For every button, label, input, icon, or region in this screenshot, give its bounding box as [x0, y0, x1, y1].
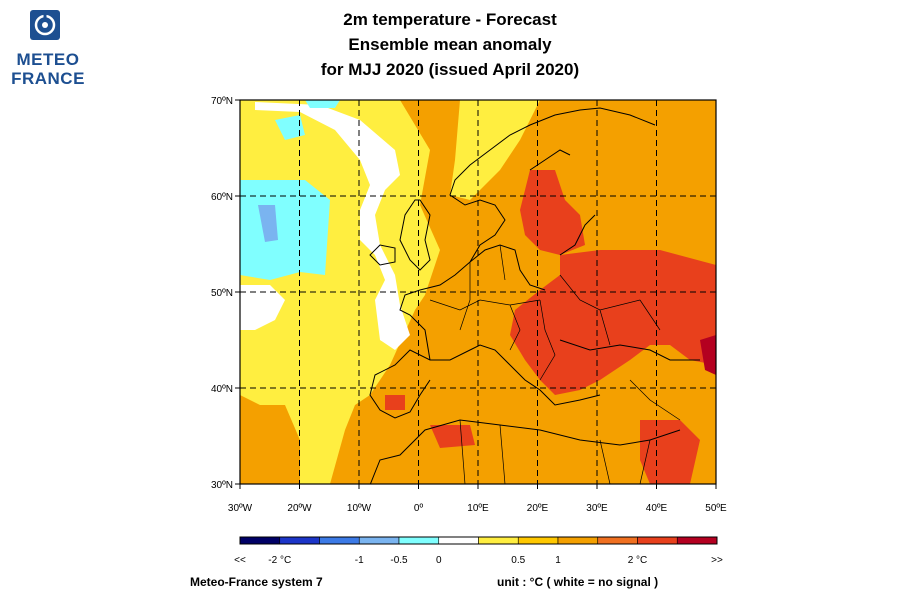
colorbar-swatch	[279, 536, 320, 545]
cyan-cold-north	[275, 115, 305, 140]
lat-labels: 70ºN 60ºN 50ºN 40ºN 30ºN	[211, 96, 240, 491]
lon-labels: 30ºW 20ºW 10ºW 0º 10ºE 20ºE 30ºE 40ºE 50ºE	[228, 484, 727, 514]
colorbar-swatch	[517, 536, 559, 545]
colorbar-swatch	[597, 536, 638, 545]
colorbar-label: 0	[436, 555, 442, 566]
lon-label: 20ºW	[287, 503, 312, 514]
logo-emblem-icon	[30, 10, 60, 40]
cyan-cold-top	[305, 100, 340, 108]
country-borders	[429, 244, 681, 484]
logo-text-meteo: METEO	[16, 50, 80, 69]
lon-label: 50ºE	[705, 503, 727, 514]
colorbar-label: -2 °C	[268, 555, 291, 566]
lon-label: 40ºE	[646, 503, 668, 514]
white-no-signal-region	[255, 102, 410, 350]
colorbar-label: <<	[234, 555, 246, 566]
colorbar-label: -1	[355, 555, 364, 566]
white-no-signal-west	[240, 285, 285, 330]
meteo-france-logo: METEO FRANCE	[8, 10, 88, 90]
colorbar-swatch	[438, 536, 479, 545]
colorbar-swatch	[239, 536, 281, 545]
title-line-1: 2m temperature - Forecast	[343, 10, 557, 29]
title-line-2: Ensemble mean anomaly	[348, 35, 552, 54]
lat-label: 30ºN	[211, 480, 233, 491]
colorbar-swatch	[637, 536, 678, 545]
lon-label: 30ºW	[228, 503, 253, 514]
colorbar-label: >>	[711, 555, 723, 566]
lat-label: 50ºN	[211, 288, 233, 299]
colorbar-label: 1	[555, 555, 561, 566]
model-system-label: Meteo-France system 7	[190, 575, 323, 589]
colorbar-label: -0.5	[390, 555, 408, 566]
colorbar-label: 2 °C	[628, 555, 648, 566]
lat-label: 40ºN	[211, 384, 233, 395]
colorbar-swatch	[319, 536, 360, 545]
blue-cold-spot	[258, 205, 278, 242]
lat-label: 70ºN	[211, 96, 233, 107]
red-scandinavia	[520, 170, 585, 255]
colorbar-labels: << -2 °C -1 -0.5 0 0.5 1 2 °C >>	[234, 555, 723, 566]
lat-label: 60ºN	[211, 192, 233, 203]
colorbar-swatch	[557, 536, 599, 545]
darkred-hotspot	[700, 335, 716, 375]
logo-text-france: FRANCE	[11, 69, 85, 88]
lon-label: 20ºE	[527, 503, 549, 514]
colorbar-swatch	[676, 536, 718, 545]
unit-label: unit : °C ( white = no signal )	[497, 575, 659, 589]
colorbar-label: 0.5	[511, 555, 525, 566]
grid-lines	[240, 100, 716, 484]
lon-label: 30ºE	[586, 503, 608, 514]
colorbar-swatch	[398, 536, 440, 545]
red-north-africa	[430, 425, 475, 448]
title-line-3: for MJJ 2020 (issued April 2020)	[320, 60, 580, 79]
red-middle-east	[640, 420, 700, 484]
red-spain-spot	[385, 395, 405, 410]
colorbar	[239, 536, 718, 545]
map-area	[240, 100, 716, 484]
cyan-cold-region	[240, 180, 330, 280]
lon-label: 0º	[414, 503, 424, 514]
colorbar-frame	[239, 536, 718, 545]
colorbar-swatch	[478, 536, 519, 545]
colorbar-swatch	[358, 536, 400, 545]
red-eastern-europe	[510, 250, 716, 395]
lon-label: 10ºE	[467, 503, 489, 514]
lon-label: 10ºW	[347, 503, 372, 514]
yellow-inland-band	[450, 100, 540, 200]
